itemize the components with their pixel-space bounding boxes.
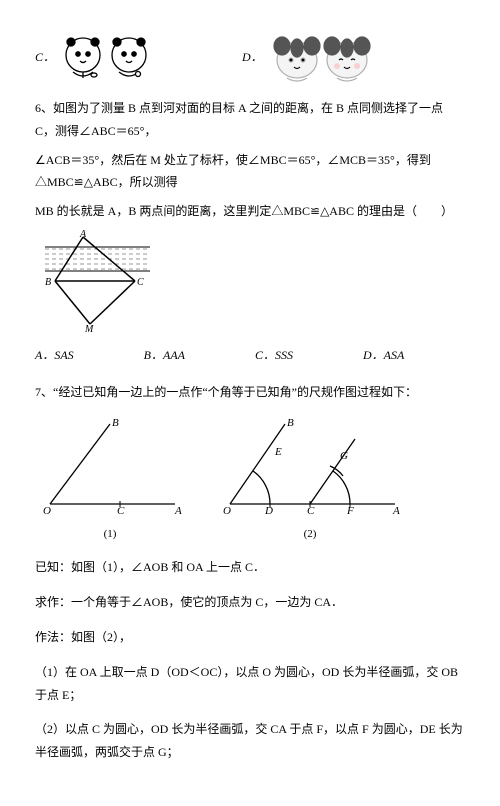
- q6-opt-b: B．AAA: [144, 344, 185, 367]
- option-c-label: C．: [35, 46, 55, 69]
- f2-C: C: [307, 505, 315, 517]
- q6-opt-a: A．SAS: [35, 344, 74, 367]
- option-d-label: D．: [242, 46, 263, 69]
- label-B: B: [45, 277, 51, 288]
- f1-A: A: [174, 505, 182, 517]
- q7-step1: （1）在 OA 上取一点 D（OD＜OC），以点 O 为圆心，OD 长为半径画弧…: [35, 661, 465, 707]
- option-d-image: [269, 30, 379, 85]
- q6-line3: MB 的长就是 A，B 两点间的距离，这里判定△MBC≌△ABC 的理由是（ ）: [35, 200, 465, 223]
- q6-line2: ∠ACB＝35°，然后在 M 处立了标杆，使∠MBC＝65°，∠MCB＝35°，…: [35, 149, 465, 195]
- f1-B: B: [112, 417, 119, 429]
- f1-C: C: [117, 505, 125, 517]
- f2-B: B: [287, 417, 294, 429]
- label-A: A: [79, 229, 87, 240]
- f2-O: O: [223, 505, 231, 517]
- q7-title: 7、“经过已知角一边上的一点作“个角等于已知角”的尺规作图过程如下：: [35, 381, 465, 404]
- q7-known: 已知：如图（1），∠AOB 和 OA 上一点 C．: [35, 556, 465, 579]
- label-M: M: [84, 324, 94, 334]
- f2-D: D: [264, 505, 273, 517]
- q7-fig1: O A B C (1): [35, 414, 185, 545]
- q6-line1: 6、如图为了测量 B 点到河对面的目标 A 之间的距离，在 B 点同侧选择了一点…: [35, 97, 465, 143]
- q7-figures: O A B C (1) O A B D C: [35, 414, 465, 545]
- option-c-image: [61, 30, 156, 85]
- q6-opt-c: C．SSS: [255, 344, 293, 367]
- option-row-cd: C．: [35, 30, 465, 85]
- f2-A: A: [392, 505, 400, 517]
- label-C: C: [137, 277, 144, 288]
- f2-cap: (2): [215, 524, 405, 545]
- q7-method: 作法：如图（2），: [35, 626, 465, 649]
- f1-O: O: [43, 505, 51, 517]
- f1-cap: (1): [35, 524, 185, 545]
- q7-task: 求作：一个角等于∠AOB，使它的顶点为 C，一边为 CA．: [35, 591, 465, 614]
- q7-step2: （2）以点 C 为圆心，OD 长为半径画弧，交 CA 于点 F，以点 F 为圆心…: [35, 718, 465, 764]
- q7-fig2: O A B D C F E G (2): [215, 414, 405, 545]
- f2-G: G: [340, 450, 348, 462]
- q6-figure: A B C M: [35, 229, 465, 334]
- q6-opt-d: D．ASA: [363, 344, 404, 367]
- f2-E: E: [274, 446, 282, 458]
- q6-options: A．SAS B．AAA C．SSS D．ASA: [35, 344, 465, 367]
